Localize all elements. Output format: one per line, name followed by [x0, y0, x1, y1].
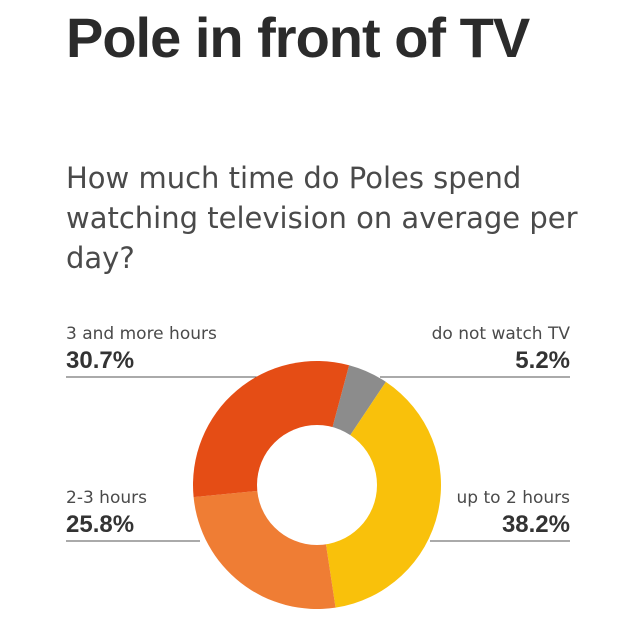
label-up-to-2-hours: up to 2 hours [457, 488, 571, 508]
value-up-to-2-hours: 38.2% [502, 511, 570, 538]
value-2-3-hours: 25.8% [66, 511, 134, 538]
label-do-not-watch-tv: do not watch TV [432, 324, 571, 344]
donut-slice-up-to-2-hours [317, 381, 441, 608]
chart-subtitle: How much time do Poles spend watching te… [66, 161, 578, 275]
donut-hole [257, 425, 377, 545]
chart-title: Pole in front of TV [66, 6, 530, 69]
value-3-and-more-hours: 30.7% [66, 347, 134, 374]
label-2-3-hours: 2-3 hours [66, 488, 147, 508]
value-do-not-watch-tv: 5.2% [515, 347, 570, 374]
label-3-and-more-hours: 3 and more hours [66, 324, 217, 344]
